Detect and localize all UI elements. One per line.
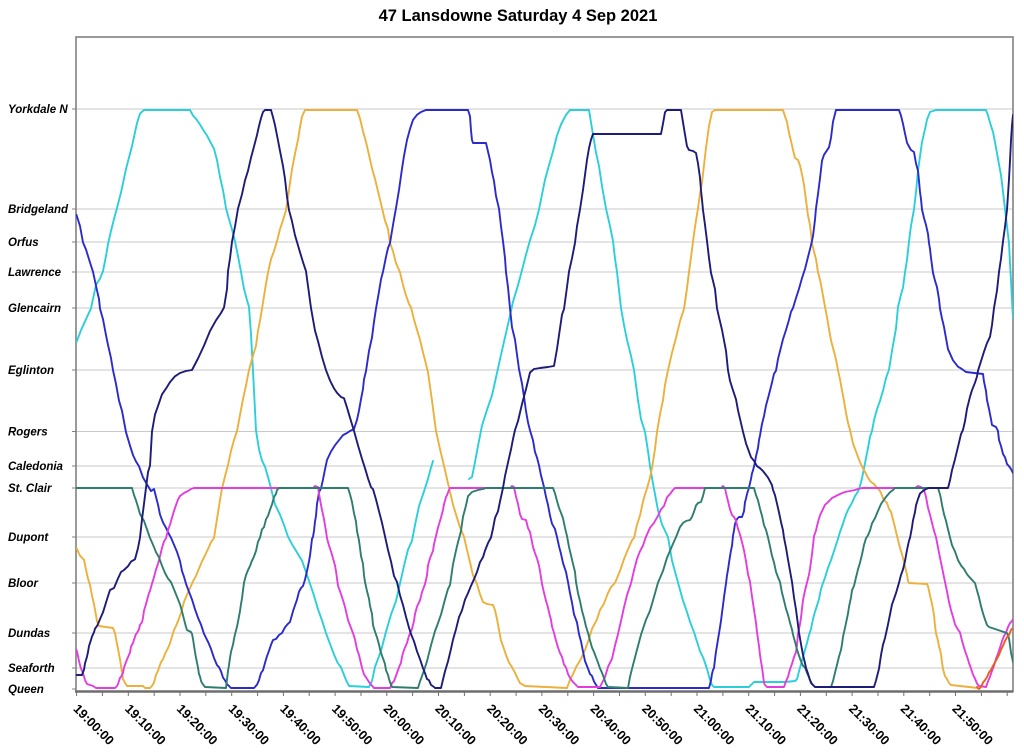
svg-text:Bloor: Bloor	[8, 578, 39, 590]
svg-text:Caledonia: Caledonia	[8, 461, 64, 473]
svg-text:Orfus: Orfus	[8, 237, 39, 249]
svg-text:Dundas: Dundas	[8, 628, 50, 640]
svg-text:St. Clair: St. Clair	[8, 483, 52, 495]
svg-text:Eglinton: Eglinton	[8, 365, 54, 377]
svg-text:Rogers: Rogers	[8, 427, 48, 439]
svg-text:Lawrence: Lawrence	[8, 267, 62, 279]
svg-text:Seaforth: Seaforth	[8, 663, 55, 675]
svg-text:Dupont: Dupont	[8, 532, 49, 544]
svg-text:47 Lansdowne Saturday 4 Sep 20: 47 Lansdowne Saturday 4 Sep 2021	[379, 7, 658, 25]
svg-text:Yorkdale N: Yorkdale N	[8, 104, 68, 116]
svg-text:Bridgeland: Bridgeland	[8, 204, 69, 216]
svg-text:Queen: Queen	[8, 684, 44, 696]
svg-text:Glencairn: Glencairn	[8, 303, 61, 315]
